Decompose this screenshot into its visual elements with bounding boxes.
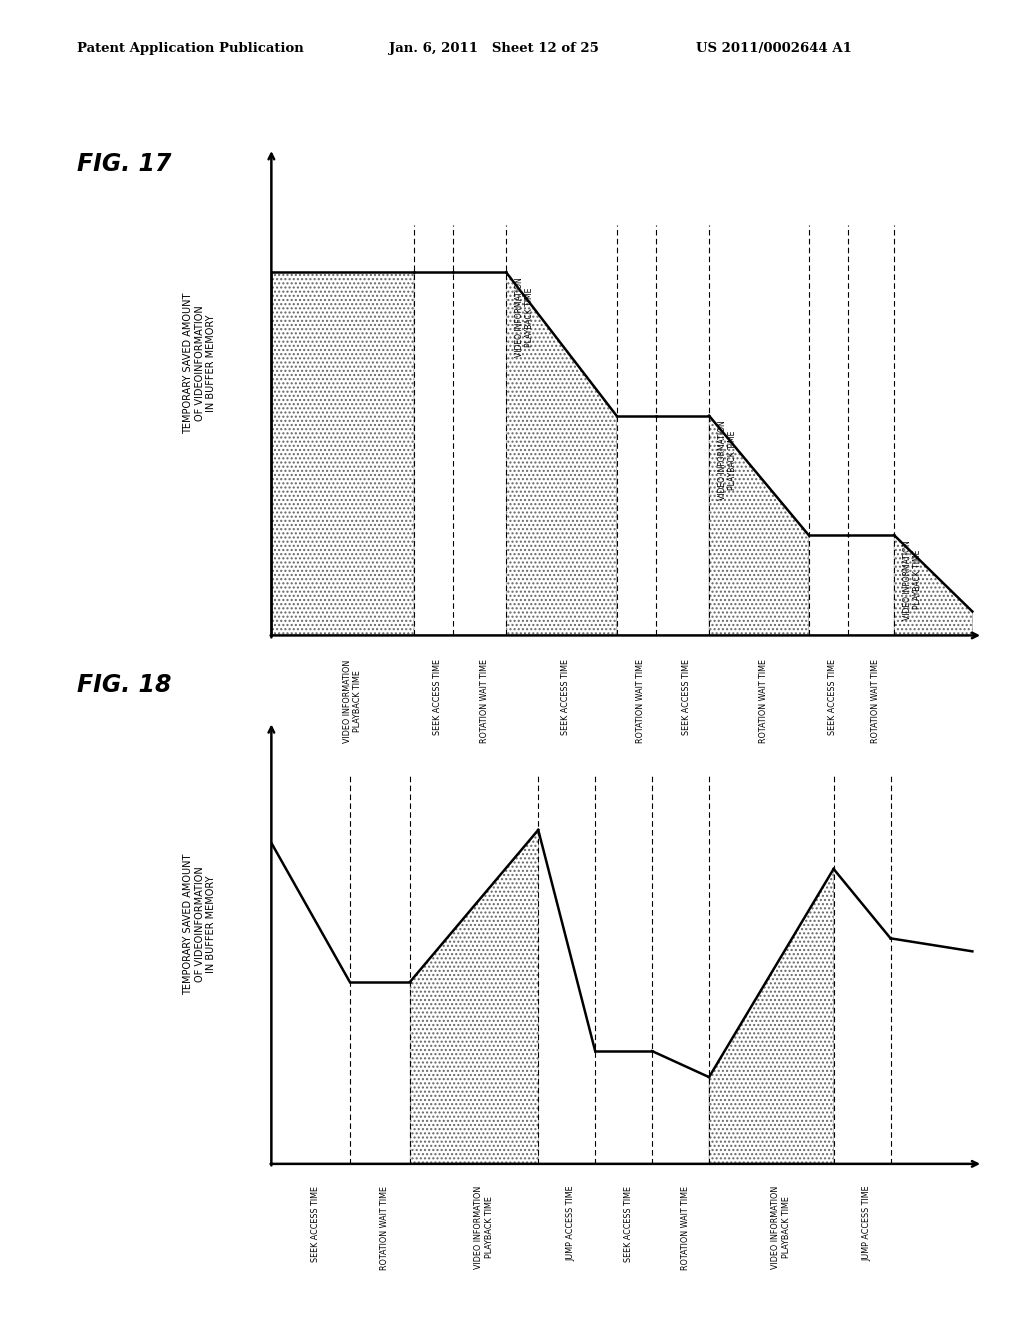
Text: FIG. 17: FIG. 17 (77, 152, 171, 176)
Text: ROTATION WAIT TIME: ROTATION WAIT TIME (759, 659, 768, 743)
Text: Patent Application Publication: Patent Application Publication (77, 42, 303, 55)
Text: VIDEO INFORMATION
PLAYBACK TIME: VIDEO INFORMATION PLAYBACK TIME (771, 1185, 791, 1269)
Text: VIDEO INFORMATION
PLAYBACK TIME: VIDEO INFORMATION PLAYBACK TIME (902, 540, 922, 619)
Text: VIDEO INFORMATION
PLAYBACK TIME: VIDEO INFORMATION PLAYBACK TIME (474, 1185, 494, 1269)
Text: TEMPORARY SAVED AMOUNT
OF VIDEOINFORMATION
IN BUFFER MEMORY: TEMPORARY SAVED AMOUNT OF VIDEOINFORMATI… (183, 853, 216, 995)
Text: ROTATION WAIT TIME: ROTATION WAIT TIME (681, 1185, 689, 1270)
Text: TEMPORARY SAVED AMOUNT
OF VIDEOINFORMATION
IN BUFFER MEMORY: TEMPORARY SAVED AMOUNT OF VIDEOINFORMATI… (183, 292, 216, 434)
Text: VIDEO INFORMATION
PLAYBACK TIME: VIDEO INFORMATION PLAYBACK TIME (342, 659, 361, 743)
Text: ROTATION WAIT TIME: ROTATION WAIT TIME (871, 659, 880, 743)
Text: SEEK ACCESS TIME: SEEK ACCESS TIME (433, 659, 442, 735)
Text: JUMP ACCESS TIME: JUMP ACCESS TIME (566, 1185, 575, 1261)
Text: SEEK ACCESS TIME: SEEK ACCESS TIME (682, 659, 691, 735)
Text: SEEK ACCESS TIME: SEEK ACCESS TIME (828, 659, 838, 735)
Text: US 2011/0002644 A1: US 2011/0002644 A1 (696, 42, 852, 55)
Text: ROTATION WAIT TIME: ROTATION WAIT TIME (380, 1185, 389, 1270)
Text: SEEK ACCESS TIME: SEEK ACCESS TIME (310, 1185, 319, 1262)
Text: Jan. 6, 2011   Sheet 12 of 25: Jan. 6, 2011 Sheet 12 of 25 (389, 42, 599, 55)
Text: JUMP ACCESS TIME: JUMP ACCESS TIME (862, 1185, 871, 1261)
Text: SEEK ACCESS TIME: SEEK ACCESS TIME (624, 1185, 633, 1262)
Text: VIDEO INFORMATION
PLAYBACK TIME: VIDEO INFORMATION PLAYBACK TIME (515, 277, 535, 356)
Text: FIG. 18: FIG. 18 (77, 673, 171, 697)
Text: VIDEO INFORMATION
PLAYBACK TIME: VIDEO INFORMATION PLAYBACK TIME (718, 421, 737, 500)
Text: SEEK ACCESS TIME: SEEK ACCESS TIME (561, 659, 570, 735)
Text: ROTATION WAIT TIME: ROTATION WAIT TIME (636, 659, 645, 743)
Text: ROTATION WAIT TIME: ROTATION WAIT TIME (479, 659, 488, 743)
